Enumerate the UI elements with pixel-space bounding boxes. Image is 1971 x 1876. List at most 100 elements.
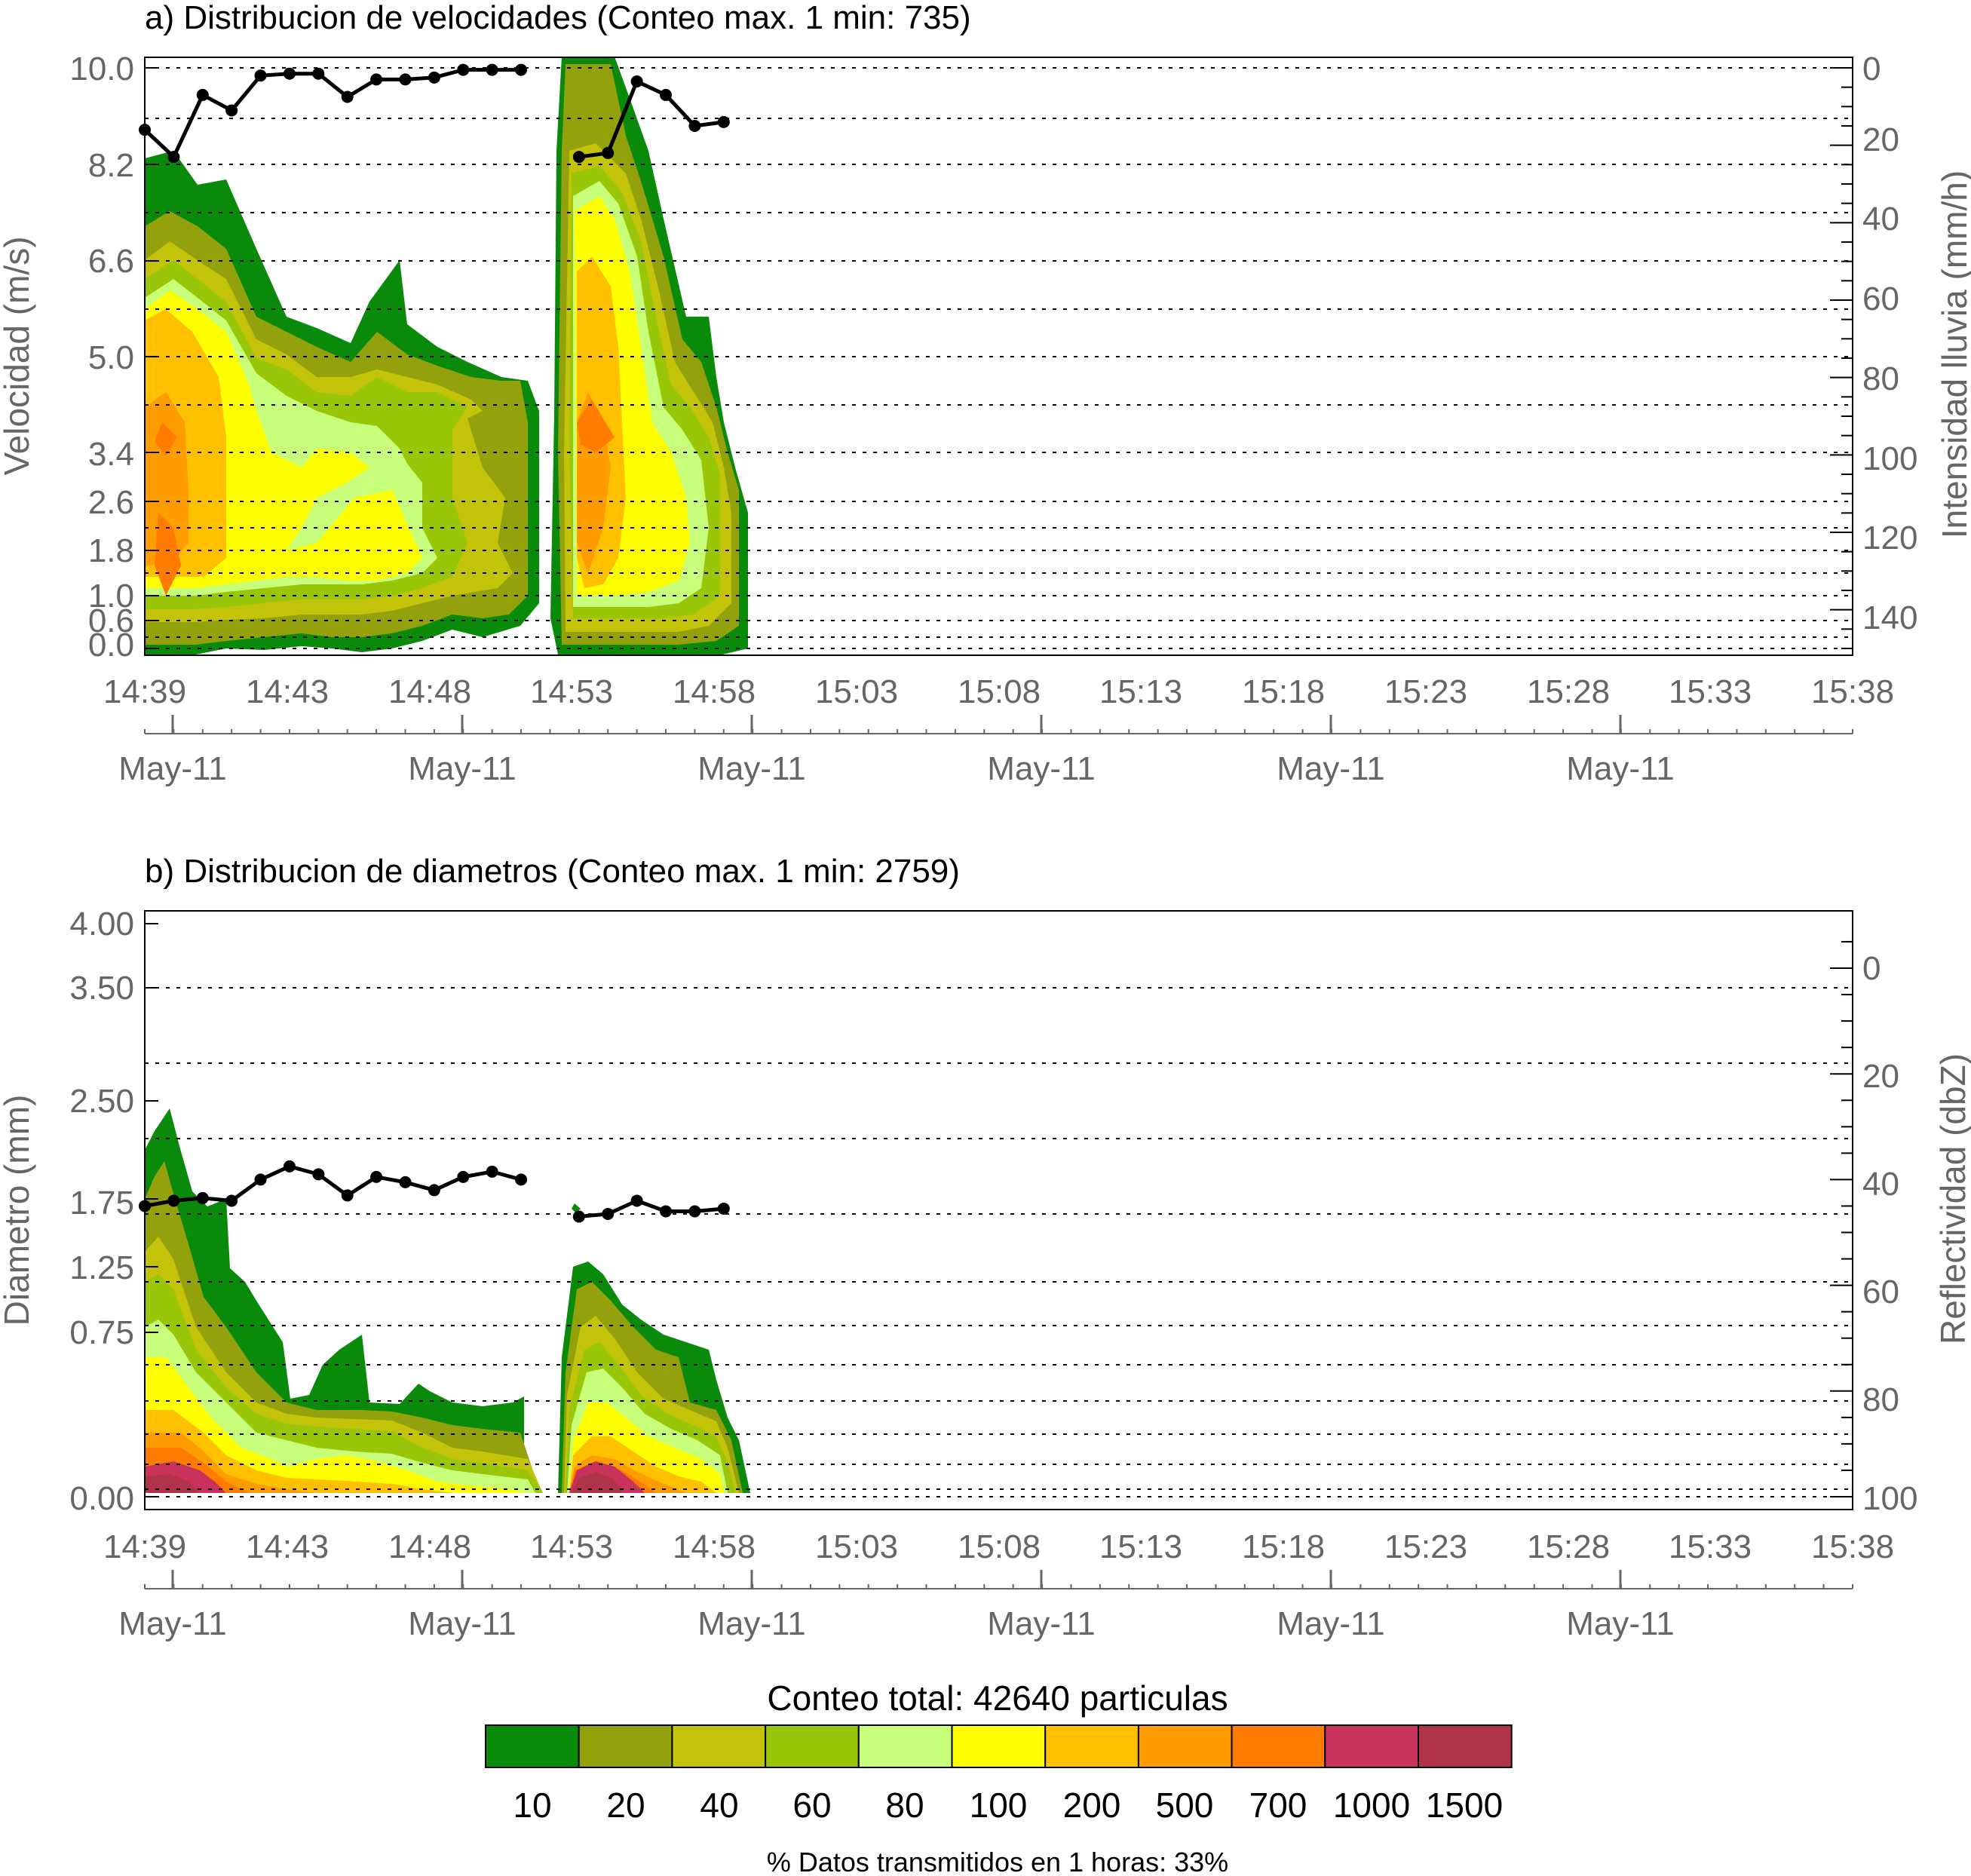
y-tick-label: 1.8: [88, 532, 134, 569]
series-point: [370, 73, 383, 86]
y-right-tick-label: 0: [1862, 950, 1881, 987]
y-tick-label: 0.6: [88, 602, 134, 639]
series-point: [167, 151, 180, 164]
legend-level-label: 80: [885, 1786, 924, 1825]
legend-swatch: [1324, 1724, 1420, 1768]
x-tick-label: 15:18: [1242, 673, 1325, 710]
reflectivity-series: [139, 1160, 730, 1223]
panel-a-x-tick-labels: 14:39 14:43 14:48 14:53 14:58 15:03 15:0…: [103, 673, 1894, 710]
y-tick-label: 1.0: [88, 578, 134, 615]
series-point: [630, 1194, 643, 1207]
x-tick-label: 15:03: [815, 1528, 898, 1565]
series-point: [312, 1168, 325, 1181]
dia-contour-1500: [145, 1474, 200, 1493]
date-tick-label: May-11: [987, 750, 1095, 787]
date-tick-label: May-11: [987, 1605, 1095, 1642]
x-tick-label: 14:58: [673, 673, 756, 710]
series-point: [399, 73, 412, 86]
legend-swatch: [578, 1724, 673, 1768]
panel-b-x-ticks: [144, 1570, 1853, 1589]
x-tick-label: 14:53: [530, 1528, 613, 1565]
x-tick-label: 15:33: [1669, 1528, 1752, 1565]
date-tick-label: May-11: [1566, 750, 1674, 787]
x-tick-label: 15:23: [1384, 1528, 1467, 1565]
dia-contour2-1500: [572, 1472, 624, 1493]
y-right-tick-label: 80: [1862, 1381, 1899, 1418]
x-tick-label: 15:28: [1527, 673, 1610, 710]
y-right-tick-label: 80: [1862, 360, 1899, 397]
dia-contour-100: [145, 1357, 528, 1493]
series-point: [515, 1173, 528, 1186]
rain-intensity-series: [139, 63, 730, 164]
x-tick-label: 14:48: [388, 1528, 471, 1565]
x-tick-label: 14:53: [530, 673, 613, 710]
legend-swatch: [485, 1724, 580, 1768]
series-point: [225, 1194, 238, 1207]
x-tick-label: 15:28: [1527, 1528, 1610, 1565]
vel-contour-700: [155, 422, 177, 456]
date-tick-label: May-11: [408, 750, 516, 787]
date-tick-label: May-11: [1277, 750, 1384, 787]
series-point: [283, 1160, 296, 1172]
y-tick-label: 2.50: [69, 1083, 134, 1120]
vel-contour-700b: [155, 513, 181, 596]
y-tick-label: 1.75: [69, 1185, 134, 1222]
series-point: [630, 75, 643, 87]
x-tick-label: 15:38: [1811, 1528, 1894, 1565]
y-tick-label: 0.75: [69, 1314, 134, 1351]
legend-swatch: [1231, 1724, 1326, 1768]
vel-contour-500: [145, 392, 189, 566]
y-right-tick-label: 60: [1862, 280, 1899, 317]
series-point: [312, 67, 325, 80]
panel-b-x-tick-labels: 14:39 14:43 14:48 14:53 14:58 15:03 15:0…: [103, 1528, 1894, 1565]
panel-a-y-ticks: [145, 67, 158, 649]
y-right-tick-label: 100: [1862, 440, 1917, 477]
legend-level-label: 700: [1249, 1786, 1307, 1825]
y-tick-label: 2.6: [88, 484, 134, 521]
legend-swatch: [765, 1724, 860, 1768]
x-tick-label: 15:08: [958, 673, 1041, 710]
legend-swatch: [1137, 1724, 1233, 1768]
panel-b-y-ticks: [145, 923, 158, 1497]
panel-b-y-right-tick-labels: 0 20 40 60 80 100: [1862, 950, 1917, 1517]
panel-b-y-axis-title: Diametro (mm): [0, 1095, 36, 1326]
series-point: [515, 63, 528, 76]
panel-a-y-right-axis-title: Intensidad lluvia (mm/h): [1935, 170, 1971, 538]
panel-a-date-labels: May-11 May-11 May-11 May-11 May-11 May-1…: [118, 750, 1674, 787]
y-tick-label: 8.2: [88, 147, 134, 184]
y-right-tick-label: 120: [1862, 520, 1917, 556]
y-tick-label: 4.00: [69, 906, 134, 943]
series-point: [660, 88, 673, 101]
date-tick-label: May-11: [408, 1605, 516, 1642]
legend-level-label: 200: [1063, 1786, 1121, 1825]
series-point: [167, 1194, 180, 1207]
y-tick-label: 10.0: [69, 51, 134, 87]
legend-swatch: [857, 1724, 953, 1768]
y-right-tick-label: 100: [1862, 1480, 1917, 1517]
series-point: [428, 71, 440, 84]
y-tick-label: 1.25: [69, 1249, 134, 1286]
x-tick-label: 14:39: [103, 673, 186, 710]
series-point: [602, 1207, 615, 1220]
series-point: [196, 88, 209, 101]
series-point: [457, 63, 470, 76]
panel-b-y-right-axis-title: Reflectividad (dbZ): [1933, 1053, 1971, 1344]
legend-swatch: [951, 1724, 1047, 1768]
legend-level-label: 20: [606, 1786, 645, 1825]
x-tick-label: 15:08: [958, 1528, 1041, 1565]
series-point: [139, 124, 151, 136]
panel-b-y-right-ticks: [1830, 940, 1853, 1497]
series-point: [457, 1170, 470, 1183]
panel-a-x-ticks: [144, 715, 1853, 734]
panel-a-y-axis-title: Velocidad (m/s): [0, 236, 36, 475]
y-right-tick-label: 0: [1862, 51, 1881, 87]
y-tick-label: 3.50: [69, 970, 134, 1007]
panel-a-title: a) Distribucion de velocidades (Conteo m…: [145, 0, 971, 36]
x-tick-label: 15:23: [1384, 673, 1467, 710]
series-point: [254, 69, 267, 82]
y-right-tick-label: 140: [1862, 599, 1917, 636]
panel-a-y-right-tick-labels: 0 20 40 60 80 100 120 140: [1862, 51, 1917, 636]
series-point: [717, 1202, 730, 1215]
x-tick-label: 15:38: [1811, 673, 1894, 710]
